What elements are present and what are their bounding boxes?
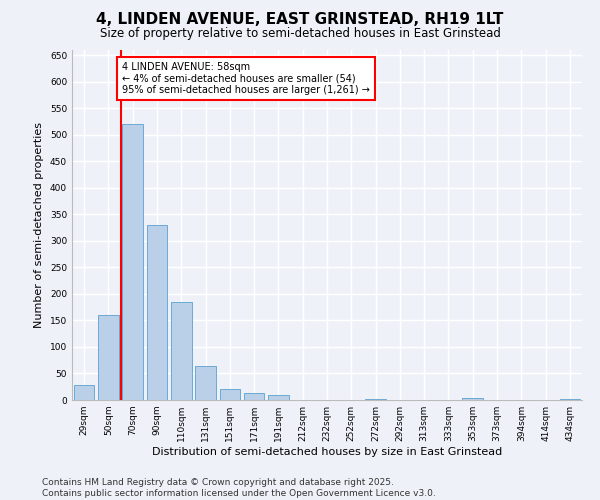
- Text: 4 LINDEN AVENUE: 58sqm
← 4% of semi-detached houses are smaller (54)
95% of semi: 4 LINDEN AVENUE: 58sqm ← 4% of semi-deta…: [122, 62, 370, 95]
- Bar: [365, 399, 386, 400]
- Bar: [74, 385, 94, 400]
- X-axis label: Distribution of semi-detached houses by size in East Grinstead: Distribution of semi-detached houses by …: [152, 447, 502, 457]
- Bar: [220, 390, 240, 400]
- Text: 4, LINDEN AVENUE, EAST GRINSTEAD, RH19 1LT: 4, LINDEN AVENUE, EAST GRINSTEAD, RH19 1…: [97, 12, 503, 28]
- Bar: [171, 302, 191, 400]
- Y-axis label: Number of semi-detached properties: Number of semi-detached properties: [34, 122, 44, 328]
- Bar: [560, 399, 580, 400]
- Bar: [268, 394, 289, 400]
- Bar: [463, 398, 483, 400]
- Text: Contains HM Land Registry data © Crown copyright and database right 2025.
Contai: Contains HM Land Registry data © Crown c…: [42, 478, 436, 498]
- Bar: [122, 124, 143, 400]
- Bar: [195, 366, 216, 400]
- Bar: [98, 315, 119, 400]
- Text: Size of property relative to semi-detached houses in East Grinstead: Size of property relative to semi-detach…: [100, 28, 500, 40]
- Bar: [244, 393, 265, 400]
- Bar: [146, 225, 167, 400]
